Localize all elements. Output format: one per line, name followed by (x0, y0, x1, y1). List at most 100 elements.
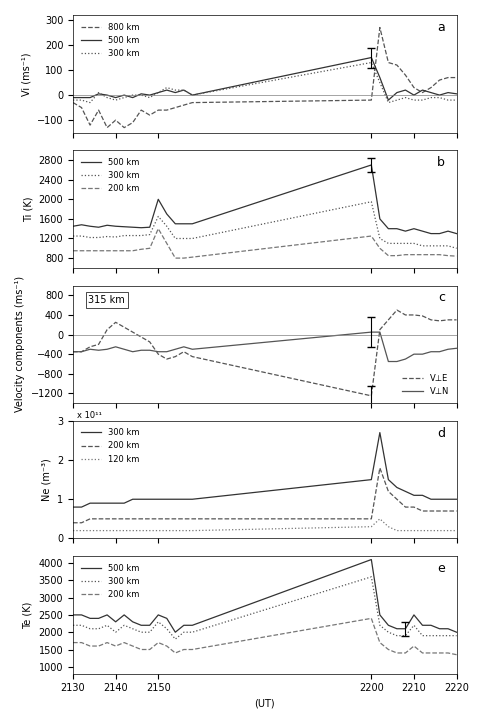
V⊥N (368, 328, 374, 337)
Text: a: a (438, 21, 445, 34)
500 km (454, 628, 459, 636)
800 km (155, 106, 161, 114)
200 km (70, 639, 76, 647)
800 km (78, 104, 84, 112)
V⊥N (385, 357, 391, 366)
300 km (113, 96, 119, 104)
300 km (164, 222, 170, 230)
500 km (454, 230, 459, 238)
500 km (87, 614, 93, 623)
V⊥E (113, 318, 119, 327)
500 km (113, 222, 119, 230)
300 km (70, 621, 76, 630)
V⊥E (428, 316, 434, 324)
300 km (70, 96, 76, 104)
300 km (385, 628, 391, 636)
300 km (420, 491, 425, 500)
300 km (155, 88, 161, 97)
800 km (420, 88, 425, 97)
500 km (147, 621, 152, 630)
V⊥E (70, 348, 76, 356)
Legend: 300 km, 200 km, 120 km: 300 km, 200 km, 120 km (77, 425, 143, 467)
120 km (172, 526, 178, 535)
800 km (454, 73, 459, 82)
500 km (113, 93, 119, 102)
300 km (181, 85, 187, 94)
Text: x 10¹¹: x 10¹¹ (77, 411, 102, 420)
300 km (411, 96, 417, 104)
300 km (377, 621, 383, 630)
200 km (377, 639, 383, 647)
V⊥N (181, 342, 187, 351)
500 km (96, 614, 102, 623)
300 km (181, 495, 187, 504)
200 km (420, 251, 425, 259)
500 km (377, 610, 383, 619)
120 km (411, 526, 417, 535)
200 km (130, 246, 136, 255)
300 km (138, 495, 144, 504)
200 km (164, 515, 170, 523)
300 km (155, 618, 161, 626)
500 km (420, 227, 425, 235)
200 km (454, 252, 459, 261)
200 km (368, 515, 374, 523)
200 km (428, 251, 434, 259)
200 km (437, 251, 442, 259)
300 km (445, 631, 451, 640)
V⊥N (411, 350, 417, 358)
300 km (164, 83, 170, 92)
800 km (172, 104, 178, 112)
Line: 300 km: 300 km (73, 432, 456, 507)
800 km (377, 23, 383, 32)
V⊥E (78, 348, 84, 356)
200 km (164, 239, 170, 248)
200 km (385, 645, 391, 654)
200 km (420, 507, 425, 515)
500 km (96, 90, 102, 98)
300 km (181, 234, 187, 243)
120 km (377, 515, 383, 523)
300 km (87, 233, 93, 242)
500 km (147, 223, 152, 232)
200 km (394, 495, 400, 504)
200 km (164, 641, 170, 650)
Legend: 500 km, 300 km, 200 km: 500 km, 300 km, 200 km (77, 560, 143, 602)
V⊥N (113, 342, 119, 351)
Line: 500 km: 500 km (73, 560, 456, 632)
Legend: 500 km, 300 km, 200 km: 500 km, 300 km, 200 km (77, 154, 143, 196)
300 km (420, 631, 425, 640)
V⊥N (78, 348, 84, 356)
200 km (87, 515, 93, 523)
200 km (377, 244, 383, 253)
V⊥N (189, 345, 195, 353)
500 km (428, 621, 434, 630)
300 km (147, 628, 152, 636)
500 km (172, 219, 178, 228)
Line: 300 km: 300 km (73, 62, 456, 103)
300 km (96, 624, 102, 633)
Line: 200 km: 200 km (73, 229, 456, 258)
500 km (104, 90, 110, 99)
V⊥N (394, 357, 400, 366)
200 km (130, 515, 136, 523)
500 km (138, 90, 144, 98)
200 km (411, 502, 417, 511)
300 km (164, 495, 170, 504)
800 km (121, 123, 127, 132)
200 km (113, 246, 119, 255)
300 km (172, 635, 178, 644)
800 km (385, 58, 391, 67)
500 km (78, 220, 84, 229)
300 km (420, 242, 425, 251)
300 km (121, 231, 127, 240)
300 km (138, 90, 144, 99)
500 km (78, 610, 84, 619)
500 km (181, 621, 187, 630)
300 km (385, 239, 391, 248)
Text: 315 km: 315 km (89, 295, 125, 305)
V⊥E (155, 350, 161, 358)
300 km (437, 93, 442, 102)
500 km (445, 624, 451, 633)
300 km (437, 242, 442, 251)
